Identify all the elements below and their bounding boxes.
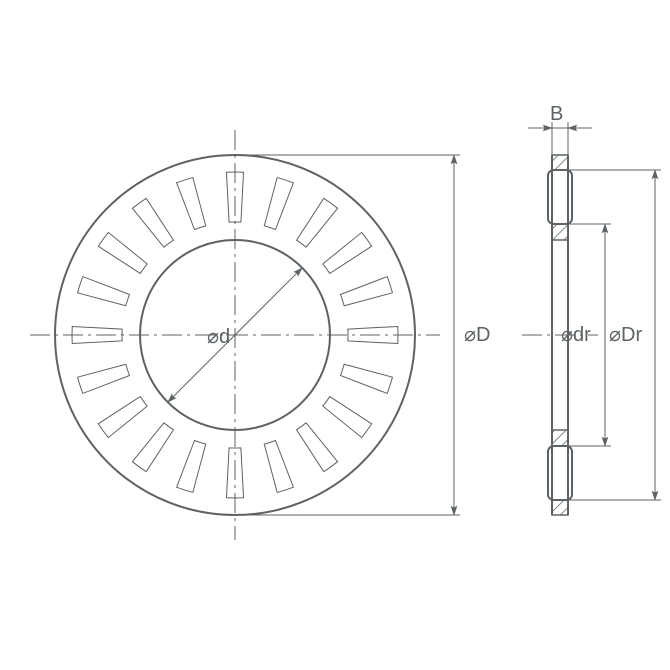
label-B: B	[550, 103, 563, 125]
label-D: ⌀D	[464, 324, 490, 346]
label-Dr: ⌀Dr	[609, 324, 642, 346]
label-d: ⌀d	[207, 326, 230, 348]
label-dr: ⌀dr	[561, 324, 591, 346]
